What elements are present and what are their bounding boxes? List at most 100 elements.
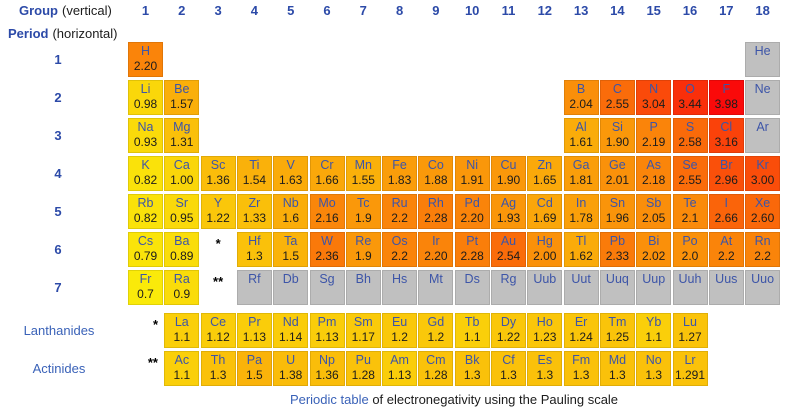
element-cell-se[interactable]: Se 2.55 xyxy=(672,156,708,191)
element-cell-ca[interactable]: Ca 1.00 xyxy=(164,156,200,191)
element-cell-h[interactable]: H 2.20 xyxy=(128,42,163,77)
element-cell-ni[interactable]: Ni 1.91 xyxy=(454,156,490,191)
element-cell-lr[interactable]: Lr 1.291 xyxy=(672,351,708,386)
element-cell-w[interactable]: W 2.36 xyxy=(309,232,345,267)
element-cell-v[interactable]: V 1.63 xyxy=(273,156,309,191)
element-cell-cu[interactable]: Cu 1.90 xyxy=(491,156,526,191)
element-cell-ge[interactable]: Ge 2.01 xyxy=(599,156,635,191)
element-cell-cm[interactable]: Cm 1.28 xyxy=(418,351,454,386)
element-cell-bh[interactable]: Bh xyxy=(345,270,381,305)
element-cell-mt[interactable]: Mt xyxy=(418,270,454,305)
element-cell-y[interactable]: Y 1.22 xyxy=(200,194,236,229)
element-cell-tc[interactable]: Tc 1.9 xyxy=(345,194,381,229)
element-cell-er[interactable]: Er 1.24 xyxy=(563,313,599,348)
element-cell-pa[interactable]: Pa 1.5 xyxy=(236,351,272,386)
element-cell-nb[interactable]: Nb 1.6 xyxy=(273,194,309,229)
element-cell-pm[interactable]: Pm 1.13 xyxy=(309,313,345,348)
element-cell-f[interactable]: F 3.98 xyxy=(708,80,744,115)
element-cell-rg[interactable]: Rg xyxy=(491,270,526,305)
element-cell-ar[interactable]: Ar xyxy=(745,118,781,153)
element-cell-sb[interactable]: Sb 2.05 xyxy=(636,194,672,229)
element-cell-xe[interactable]: Xe 2.60 xyxy=(745,194,781,229)
element-cell-no[interactable]: No 1.3 xyxy=(636,351,672,386)
element-cell-at[interactable]: At 2.2 xyxy=(708,232,744,267)
element-cell-cf[interactable]: Cf 1.3 xyxy=(491,351,526,386)
element-cell-as[interactable]: As 2.18 xyxy=(636,156,672,191)
element-cell-k[interactable]: K 0.82 xyxy=(128,156,163,191)
element-cell-es[interactable]: Es 1.3 xyxy=(527,351,563,386)
element-cell-al[interactable]: Al 1.61 xyxy=(563,118,599,153)
element-cell-th[interactable]: Th 1.3 xyxy=(200,351,236,386)
element-cell-bk[interactable]: Bk 1.3 xyxy=(454,351,490,386)
element-cell-nd[interactable]: Nd 1.14 xyxy=(273,313,309,348)
element-cell-rf[interactable]: Rf xyxy=(236,270,272,305)
element-cell-hs[interactable]: Hs xyxy=(382,270,418,305)
element-cell-rb[interactable]: Rb 0.82 xyxy=(128,194,163,229)
element-cell-la[interactable]: La 1.1 xyxy=(164,313,200,348)
element-cell-re[interactable]: Re 1.9 xyxy=(345,232,381,267)
element-cell-na[interactable]: Na 0.93 xyxy=(128,118,163,153)
element-cell-sr[interactable]: Sr 0.95 xyxy=(164,194,200,229)
element-cell-ac[interactable]: Ac 1.1 xyxy=(164,351,200,386)
element-cell-mn[interactable]: Mn 1.55 xyxy=(345,156,381,191)
element-cell-rh[interactable]: Rh 2.28 xyxy=(418,194,454,229)
element-cell-fm[interactable]: Fm 1.3 xyxy=(563,351,599,386)
element-cell-os[interactable]: Os 2.2 xyxy=(382,232,418,267)
element-cell-pt[interactable]: Pt 2.28 xyxy=(454,232,490,267)
element-cell-ti[interactable]: Ti 1.54 xyxy=(236,156,272,191)
element-cell-am[interactable]: Am 1.13 xyxy=(382,351,418,386)
element-cell-ag[interactable]: Ag 1.93 xyxy=(491,194,526,229)
element-cell-mg[interactable]: Mg 1.31 xyxy=(164,118,200,153)
element-cell-be[interactable]: Be 1.57 xyxy=(164,80,200,115)
element-cell-sn[interactable]: Sn 1.96 xyxy=(599,194,635,229)
element-cell-sg[interactable]: Sg xyxy=(309,270,345,305)
element-cell-he[interactable]: He xyxy=(745,42,781,77)
element-cell-uus[interactable]: Uus xyxy=(708,270,744,305)
element-cell-gd[interactable]: Gd 1.2 xyxy=(418,313,454,348)
element-cell-pb[interactable]: Pb 2.33 xyxy=(599,232,635,267)
element-cell-uuo[interactable]: Uuo xyxy=(745,270,781,305)
element-cell-c[interactable]: C 2.55 xyxy=(599,80,635,115)
element-cell-uuh[interactable]: Uuh xyxy=(672,270,708,305)
element-cell-o[interactable]: O 3.44 xyxy=(672,80,708,115)
element-cell-tl[interactable]: Tl 1.62 xyxy=(563,232,599,267)
element-cell-fe[interactable]: Fe 1.83 xyxy=(382,156,418,191)
element-cell-db[interactable]: Db xyxy=(273,270,309,305)
element-cell-eu[interactable]: Eu 1.2 xyxy=(382,313,418,348)
element-cell-u[interactable]: U 1.38 xyxy=(273,351,309,386)
periodic-table-link[interactable]: Periodic table xyxy=(289,392,369,407)
element-cell-ta[interactable]: Ta 1.5 xyxy=(273,232,309,267)
element-cell-hg[interactable]: Hg 2.00 xyxy=(527,232,563,267)
element-cell-ru[interactable]: Ru 2.2 xyxy=(382,194,418,229)
element-cell-bi[interactable]: Bi 2.02 xyxy=(636,232,672,267)
element-cell-uup[interactable]: Uup xyxy=(636,270,672,305)
element-cell-co[interactable]: Co 1.88 xyxy=(418,156,454,191)
element-cell-dy[interactable]: Dy 1.22 xyxy=(491,313,526,348)
element-cell-n[interactable]: N 3.04 xyxy=(636,80,672,115)
element-cell-ho[interactable]: Ho 1.23 xyxy=(527,313,563,348)
element-cell-te[interactable]: Te 2.1 xyxy=(672,194,708,229)
lanthanides-link[interactable]: Lanthanides xyxy=(23,323,95,338)
element-cell-ds[interactable]: Ds xyxy=(454,270,490,305)
element-cell-ra[interactable]: Ra 0.9 xyxy=(164,270,200,305)
element-cell-np[interactable]: Np 1.36 xyxy=(309,351,345,386)
element-cell-lu[interactable]: Lu 1.27 xyxy=(672,313,708,348)
element-cell-p[interactable]: P 2.19 xyxy=(636,118,672,153)
element-cell-tb[interactable]: Tb 1.1 xyxy=(454,313,490,348)
element-cell-s[interactable]: S 2.58 xyxy=(672,118,708,153)
element-cell-po[interactable]: Po 2.0 xyxy=(672,232,708,267)
element-cell-hf[interactable]: Hf 1.3 xyxy=(236,232,272,267)
element-cell-ga[interactable]: Ga 1.81 xyxy=(563,156,599,191)
element-cell-rn[interactable]: Rn 2.2 xyxy=(745,232,781,267)
element-cell-cs[interactable]: Cs 0.79 xyxy=(128,232,163,267)
element-cell-au[interactable]: Au 2.54 xyxy=(491,232,526,267)
element-cell-mo[interactable]: Mo 2.16 xyxy=(309,194,345,229)
actinides-link[interactable]: Actinides xyxy=(32,361,86,376)
element-cell-uub[interactable]: Uub xyxy=(527,270,563,305)
element-cell-sm[interactable]: Sm 1.17 xyxy=(345,313,381,348)
element-cell-zr[interactable]: Zr 1.33 xyxy=(236,194,272,229)
element-cell-uuq[interactable]: Uuq xyxy=(599,270,635,305)
element-cell-zn[interactable]: Zn 1.65 xyxy=(527,156,563,191)
element-cell-b[interactable]: B 2.04 xyxy=(563,80,599,115)
element-cell-md[interactable]: Md 1.3 xyxy=(599,351,635,386)
